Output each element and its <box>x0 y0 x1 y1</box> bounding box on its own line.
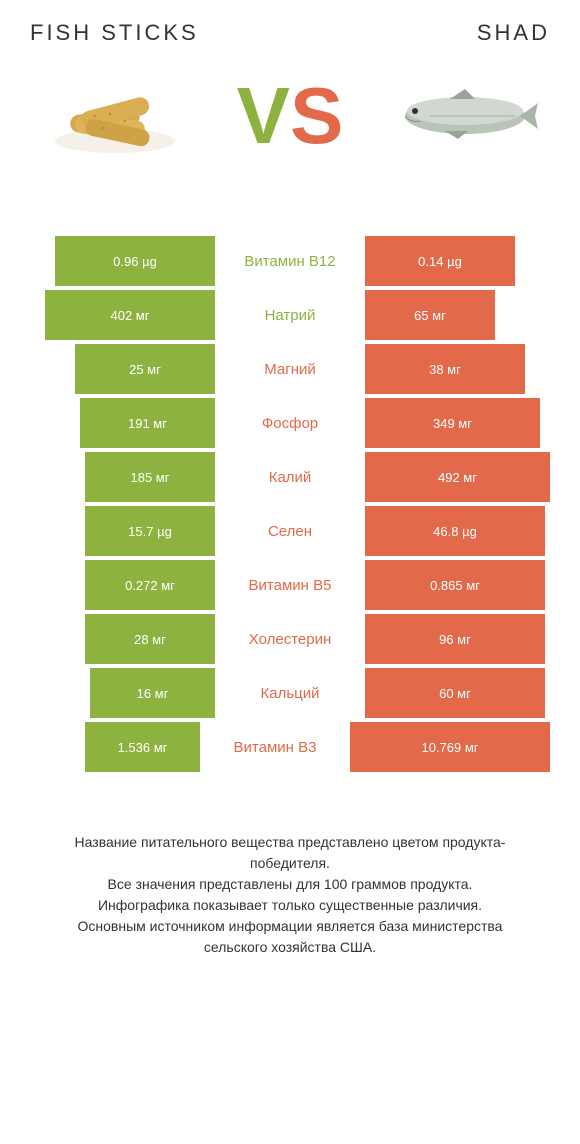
nutrient-row: 0.272 мгВитамин B50.865 мг <box>30 560 550 610</box>
right-bar-wrap: 492 мг <box>365 452 550 502</box>
nutrient-name-label: Селен <box>215 523 365 540</box>
header-row: FISH STICKS SHAD <box>30 20 550 46</box>
footnote-line: Название питательного вещества представл… <box>50 832 530 874</box>
vs-s-letter: S <box>290 70 343 162</box>
left-value-bar: 25 мг <box>75 344 215 394</box>
right-value-bar: 0.865 мг <box>365 560 545 610</box>
left-bar-wrap: 15.7 µg <box>30 506 215 556</box>
nutrient-name-label: Магний <box>215 361 365 378</box>
right-bar-wrap: 10.769 мг <box>350 722 550 772</box>
right-bar-wrap: 349 мг <box>365 398 550 448</box>
right-bar-wrap: 96 мг <box>365 614 550 664</box>
left-value-bar: 1.536 мг <box>85 722 200 772</box>
right-bar-wrap: 0.865 мг <box>365 560 550 610</box>
right-bar-wrap: 46.8 µg <box>365 506 550 556</box>
nutrient-name-label: Кальций <box>215 685 365 702</box>
shad-icon <box>390 81 540 151</box>
left-bar-wrap: 0.272 мг <box>30 560 215 610</box>
left-bar-wrap: 1.536 мг <box>30 722 200 772</box>
right-value-bar: 38 мг <box>365 344 525 394</box>
left-value-bar: 191 мг <box>80 398 215 448</box>
fish-sticks-image <box>40 56 190 176</box>
right-value-bar: 60 мг <box>365 668 545 718</box>
left-value-bar: 402 мг <box>45 290 215 340</box>
fish-sticks-icon <box>45 76 185 156</box>
left-value-bar: 16 мг <box>90 668 215 718</box>
left-bar-wrap: 185 мг <box>30 452 215 502</box>
vs-v-letter: V <box>237 70 290 162</box>
nutrient-row: 185 мгКалий492 мг <box>30 452 550 502</box>
right-value-bar: 349 мг <box>365 398 540 448</box>
nutrient-name-label: Витамин B12 <box>215 253 365 270</box>
right-bar-wrap: 38 мг <box>365 344 550 394</box>
nutrient-name-label: Калий <box>215 469 365 486</box>
footnote-line: Все значения представлены для 100 граммо… <box>50 874 530 895</box>
left-bar-wrap: 402 мг <box>30 290 215 340</box>
right-bar-wrap: 0.14 µg <box>365 236 550 286</box>
nutrient-name-label: Натрий <box>215 307 365 324</box>
footnote-text: Название питательного вещества представл… <box>30 832 550 958</box>
right-bar-wrap: 65 мг <box>365 290 550 340</box>
right-value-bar: 10.769 мг <box>350 722 550 772</box>
left-value-bar: 0.96 µg <box>55 236 215 286</box>
images-row: VS <box>30 56 550 176</box>
nutrient-row: 25 мгМагний38 мг <box>30 344 550 394</box>
shad-image <box>390 56 540 176</box>
left-bar-wrap: 25 мг <box>30 344 215 394</box>
nutrient-name-label: Фосфор <box>215 415 365 432</box>
left-value-bar: 28 мг <box>85 614 215 664</box>
right-value-bar: 65 мг <box>365 290 495 340</box>
left-value-bar: 185 мг <box>85 452 215 502</box>
comparison-table: 0.96 µgВитамин B120.14 µg402 мгНатрий65 … <box>30 236 550 772</box>
nutrient-row: 16 мгКальций60 мг <box>30 668 550 718</box>
vs-label: VS <box>237 70 344 162</box>
nutrient-row: 1.536 мгВитамин B310.769 мг <box>30 722 550 772</box>
left-bar-wrap: 0.96 µg <box>30 236 215 286</box>
left-bar-wrap: 28 мг <box>30 614 215 664</box>
nutrient-row: 28 мгХолестерин96 мг <box>30 614 550 664</box>
left-value-bar: 0.272 мг <box>85 560 215 610</box>
nutrient-name-label: Витамин B5 <box>215 577 365 594</box>
right-bar-wrap: 60 мг <box>365 668 550 718</box>
right-value-bar: 96 мг <box>365 614 545 664</box>
nutrient-row: 191 мгФосфор349 мг <box>30 398 550 448</box>
left-product-title: FISH STICKS <box>30 20 199 46</box>
right-value-bar: 0.14 µg <box>365 236 515 286</box>
left-bar-wrap: 191 мг <box>30 398 215 448</box>
nutrient-name-label: Витамин B3 <box>200 739 350 756</box>
nutrient-name-label: Холестерин <box>215 631 365 648</box>
left-value-bar: 15.7 µg <box>85 506 215 556</box>
nutrient-row: 0.96 µgВитамин B120.14 µg <box>30 236 550 286</box>
nutrient-row: 402 мгНатрий65 мг <box>30 290 550 340</box>
right-value-bar: 492 мг <box>365 452 550 502</box>
nutrient-row: 15.7 µgСелен46.8 µg <box>30 506 550 556</box>
right-product-title: SHAD <box>477 20 550 46</box>
footnote-line: Основным источником информации является … <box>50 916 530 958</box>
left-bar-wrap: 16 мг <box>30 668 215 718</box>
right-value-bar: 46.8 µg <box>365 506 545 556</box>
footnote-line: Инфографика показывает только существенн… <box>50 895 530 916</box>
